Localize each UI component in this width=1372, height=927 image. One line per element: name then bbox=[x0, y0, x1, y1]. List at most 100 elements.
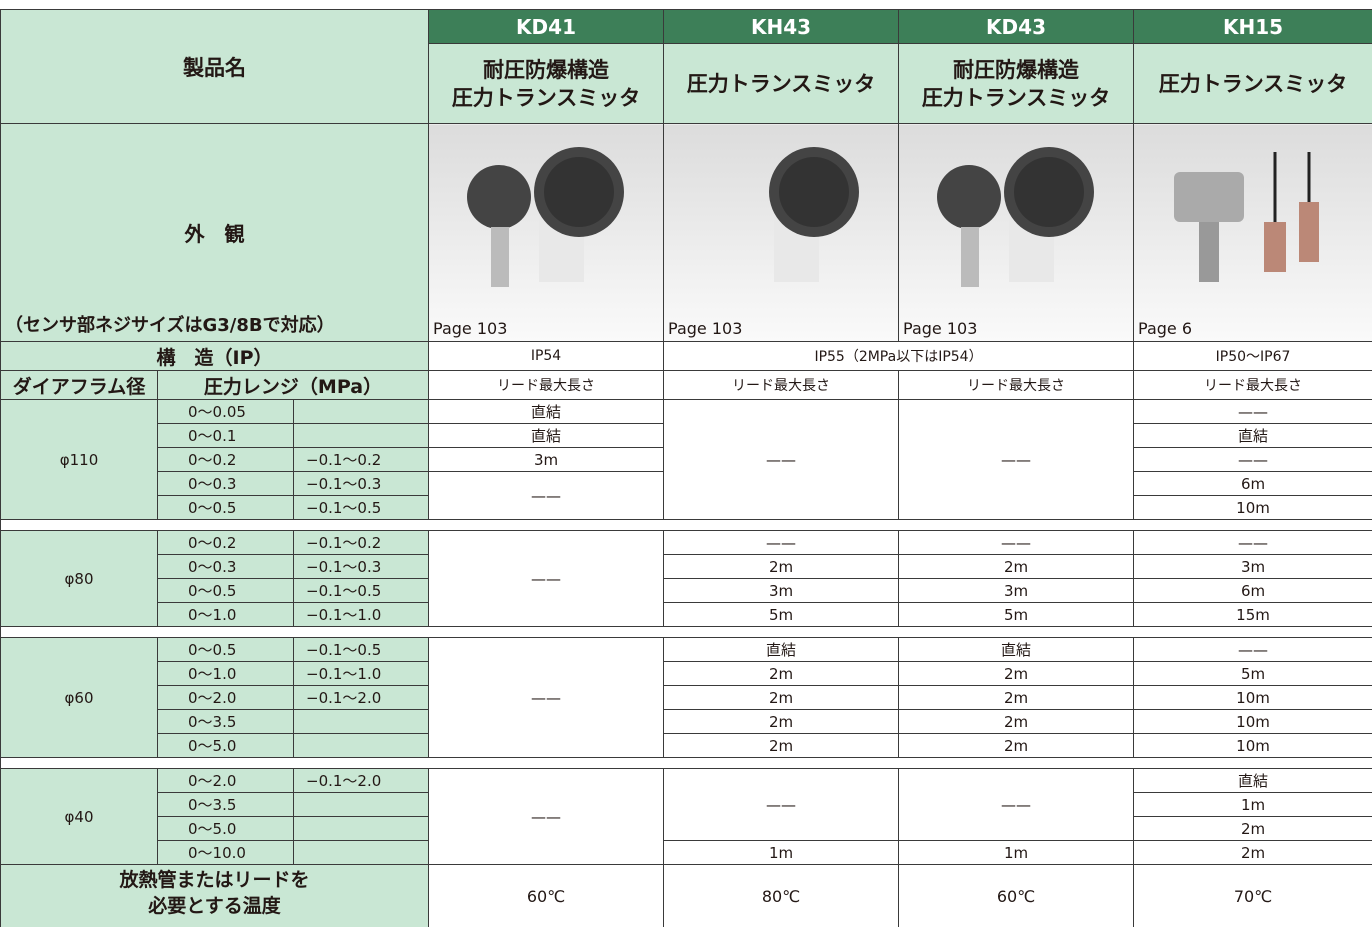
lead-length: 2m bbox=[663, 554, 900, 579]
page-ref: Page 6 bbox=[1138, 319, 1193, 338]
lead-length: 10m bbox=[1133, 733, 1372, 758]
negative-range: −0.1〜2.0 bbox=[292, 685, 430, 710]
spacer bbox=[0, 757, 1372, 769]
lead-length: 2m bbox=[898, 661, 1135, 686]
lead-length: —— bbox=[1133, 399, 1372, 424]
lead-length: —— bbox=[428, 637, 665, 758]
negative-range: −0.1〜1.0 bbox=[292, 602, 430, 627]
lead-length: 15m bbox=[1133, 602, 1372, 627]
product-name-line: 圧力トランスミッタ bbox=[1158, 71, 1348, 96]
appearance: Page 103 bbox=[898, 123, 1135, 342]
lead-length: —— bbox=[663, 399, 900, 520]
lead-length: —— bbox=[428, 471, 665, 520]
page-ref: Page 103 bbox=[668, 319, 743, 338]
range: 0〜1.0 bbox=[157, 602, 294, 627]
negative-range bbox=[292, 709, 430, 734]
appearance: Page 103 bbox=[663, 123, 900, 342]
negative-range: −0.1〜0.2 bbox=[292, 447, 430, 472]
lead-length: 10m bbox=[1133, 709, 1372, 734]
lead-header: リード最大長さ bbox=[428, 370, 665, 400]
product-name-line: 耐圧防爆構造 bbox=[953, 57, 1080, 82]
product-photo bbox=[1174, 152, 1320, 282]
product-name: 圧力トランスミッタ bbox=[1133, 43, 1372, 124]
temperature-label-line: 必要とする温度 bbox=[148, 895, 281, 917]
lead-length: 5m bbox=[898, 602, 1135, 627]
data-row: 0〜1.0 −0.1〜1.0 2m 2m 5m bbox=[1, 661, 1372, 686]
lead-length: 1m bbox=[898, 840, 1135, 865]
temperature: 60℃ bbox=[898, 864, 1135, 927]
range: 0〜0.5 bbox=[157, 637, 294, 662]
lead-length: 2m bbox=[663, 685, 900, 710]
header-row: ダイアフラム径 圧力レンジ（MPa） リード最大長さ リード最大長さ リード最大長さ リー… bbox=[0, 370, 1372, 400]
page-ref: Page 103 bbox=[903, 319, 978, 338]
model: KH15 bbox=[1133, 9, 1372, 44]
page-ref: Page 103 bbox=[433, 319, 508, 338]
structure: IP54 bbox=[428, 341, 665, 371]
data-row: φ40 0〜2.0 −0.1〜2.0 —— —— —— 直結 bbox=[0, 768, 1372, 865]
range: 0〜5.0 bbox=[157, 733, 294, 758]
lead-length: 1m bbox=[663, 840, 900, 865]
data-row: 0〜5.0 2m 2m 10m bbox=[1, 733, 1372, 758]
model-row: 製品名 KD41 KH43 KD43 KH15 bbox=[0, 9, 1372, 124]
lead-length: 2m bbox=[663, 709, 900, 734]
negative-range: −0.1〜2.0 bbox=[292, 768, 430, 793]
lead-length: —— bbox=[1133, 637, 1372, 662]
range: 0〜0.2 bbox=[157, 530, 294, 555]
table-body: 製品名 KD41 KH43 KD43 KH15 耐圧防爆構造 圧力トランスミッタ 圧力トランス… bbox=[0, 9, 1372, 927]
spacer bbox=[0, 519, 1372, 531]
product-name: 圧力トランスミッタ bbox=[663, 43, 900, 124]
range: 0〜0.5 bbox=[157, 495, 294, 520]
lead-length: 10m bbox=[1133, 685, 1372, 710]
negative-range: −0.1〜0.5 bbox=[292, 578, 430, 603]
range: 0〜10.0 bbox=[157, 840, 294, 865]
temperature: 80℃ bbox=[663, 864, 900, 927]
lead-length: 5m bbox=[1133, 661, 1372, 686]
range: 0〜0.1 bbox=[157, 423, 294, 448]
structure: IP55（2MPa以下はIP54） bbox=[663, 341, 1135, 371]
range: 0〜3.5 bbox=[157, 709, 294, 734]
diameter: φ40 bbox=[0, 768, 158, 865]
data-row: 0〜2.0 −0.1〜2.0 2m 2m 10m bbox=[1, 685, 1372, 710]
spacer-row bbox=[0, 626, 1372, 638]
data-row: 0〜0.2 −0.1〜0.2 3m —— bbox=[1, 447, 1372, 472]
data-row: 0〜5.0 2m bbox=[1, 816, 1372, 841]
temperature: 70℃ bbox=[1133, 864, 1372, 927]
lead-length: 直結 bbox=[1133, 768, 1372, 793]
negative-range: −0.1〜0.5 bbox=[292, 495, 430, 520]
negative-range bbox=[292, 399, 430, 424]
product-name-line: 圧力トランスミッタ bbox=[686, 71, 876, 96]
lead-length: 2m bbox=[1133, 816, 1372, 841]
diameter: φ110 bbox=[0, 399, 158, 520]
product-photo bbox=[467, 147, 625, 287]
range-label: 圧力レンジ（MPa） bbox=[156, 370, 430, 400]
lead-length: 2m bbox=[663, 733, 900, 758]
lead-header: リード最大長さ bbox=[1133, 370, 1372, 400]
lead-length: 3m bbox=[428, 447, 665, 472]
diameter: φ80 bbox=[0, 530, 158, 627]
lead-length: 3m bbox=[1133, 554, 1372, 579]
product-name-line: 圧力トランスミッタ bbox=[921, 85, 1111, 110]
lead-length: 2m bbox=[898, 709, 1135, 734]
temperature-label-line: 放熱管またはリードを bbox=[119, 869, 310, 891]
negative-range bbox=[292, 423, 430, 448]
appearance: Page 103 bbox=[428, 123, 665, 342]
product-photo bbox=[937, 147, 1095, 287]
lead-length: 2m bbox=[898, 733, 1135, 758]
spacer bbox=[0, 626, 1372, 638]
lead-length: 直結 bbox=[428, 423, 665, 448]
lead-length: 2m bbox=[663, 661, 900, 686]
lead-length: —— bbox=[428, 530, 665, 627]
negative-range bbox=[292, 840, 430, 865]
structure-label: 構 造（IP） bbox=[0, 341, 430, 371]
lead-length: 3m bbox=[898, 578, 1135, 603]
structure: IP50〜IP67 bbox=[1133, 341, 1372, 371]
range: 0〜2.0 bbox=[157, 768, 294, 793]
product-name: 耐圧防爆構造 圧力トランスミッタ bbox=[428, 43, 665, 124]
lead-header: リード最大長さ bbox=[898, 370, 1135, 400]
data-row: 0〜1.0 −0.1〜1.0 5m 5m 15m bbox=[1, 602, 1372, 627]
appearance-label: 外 観 （センサ部ネジサイズはG3/8Bで対応） bbox=[0, 123, 430, 342]
lead-length: 直結 bbox=[663, 637, 900, 662]
structure-row: 構 造（IP） IP54 IP55（2MPa以下はIP54） IP50〜IP67 bbox=[0, 341, 1372, 371]
negative-range: −0.1〜1.0 bbox=[292, 661, 430, 686]
